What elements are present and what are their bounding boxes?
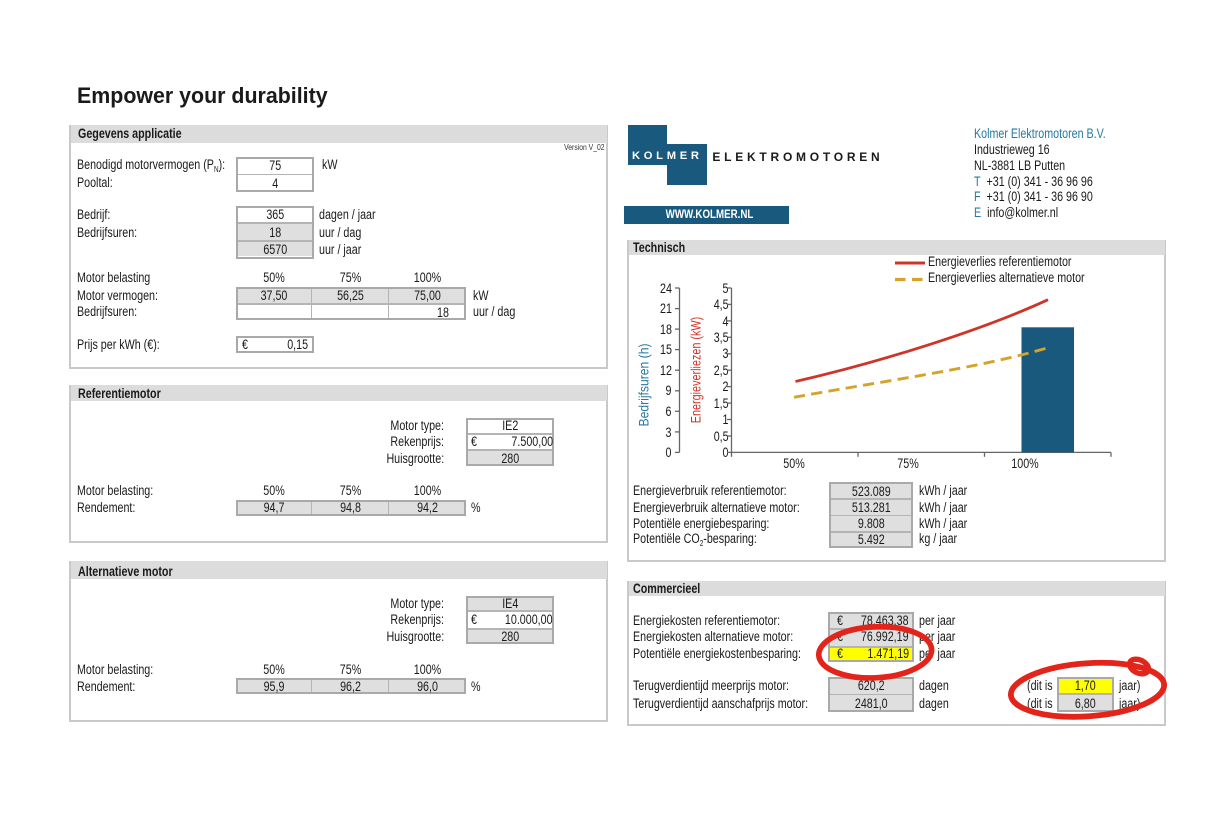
svg-text:Bedrijfsuren (h): Bedrijfsuren (h) — [637, 344, 652, 427]
svg-text:Energieverliezen (kW): Energieverliezen (kW) — [689, 317, 704, 424]
